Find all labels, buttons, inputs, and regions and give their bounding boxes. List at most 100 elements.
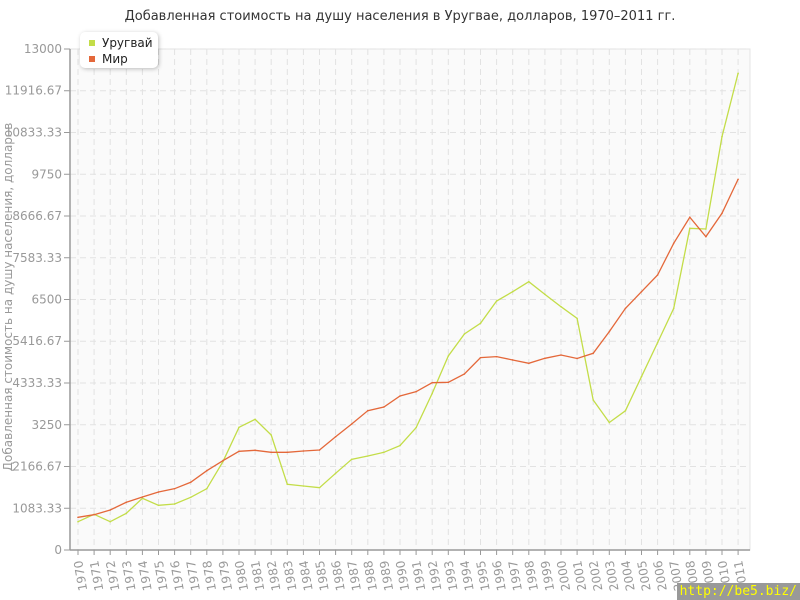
y-tick-label: 10833.33 bbox=[5, 126, 62, 140]
x-tick-label: 1980 bbox=[232, 559, 251, 592]
data-point bbox=[431, 381, 434, 384]
data-point bbox=[447, 355, 450, 357]
x-tick-label: 2003 bbox=[602, 559, 621, 592]
x-tick-label: 1981 bbox=[248, 559, 267, 592]
y-tick-label: 4333.33 bbox=[12, 376, 62, 390]
data-point bbox=[206, 469, 208, 472]
x-tick-label: 1996 bbox=[490, 559, 509, 592]
data-point bbox=[560, 305, 562, 308]
data-point bbox=[463, 333, 466, 335]
data-point bbox=[399, 395, 401, 397]
y-tick-label: 8666.67 bbox=[12, 209, 62, 223]
data-point bbox=[608, 421, 611, 424]
x-tick-label: 1997 bbox=[506, 559, 525, 592]
x-tick-label: 2000 bbox=[554, 559, 573, 592]
x-tick-label: 1989 bbox=[377, 559, 396, 592]
data-point bbox=[302, 450, 305, 452]
y-tick-label: 0 bbox=[54, 543, 62, 557]
data-point bbox=[640, 375, 643, 378]
data-point bbox=[206, 487, 208, 490]
data-point bbox=[560, 354, 562, 356]
x-tick-label: 1973 bbox=[119, 559, 138, 592]
data-point bbox=[189, 496, 192, 499]
data-point bbox=[431, 392, 434, 395]
x-tick-label: 1970 bbox=[71, 559, 90, 592]
y-tick-label: 13000 bbox=[24, 42, 62, 56]
data-point bbox=[350, 458, 353, 461]
data-point bbox=[415, 426, 417, 429]
data-point bbox=[141, 497, 144, 500]
watermark: http://be5.biz/ bbox=[676, 583, 800, 600]
y-tick-label: 6500 bbox=[31, 293, 62, 307]
legend-swatch bbox=[89, 40, 95, 46]
data-point bbox=[173, 487, 176, 490]
data-point bbox=[77, 516, 79, 519]
data-point bbox=[624, 307, 627, 310]
data-point bbox=[528, 362, 530, 365]
x-tick-label: 1984 bbox=[297, 559, 316, 592]
data-point bbox=[447, 381, 450, 384]
data-point bbox=[318, 449, 321, 451]
data-point bbox=[383, 451, 385, 454]
data-point bbox=[737, 72, 739, 75]
data-point bbox=[721, 212, 723, 215]
data-point bbox=[270, 434, 273, 436]
data-point bbox=[737, 178, 739, 181]
x-tick-label: 1988 bbox=[361, 559, 380, 592]
x-tick-label: 1982 bbox=[264, 559, 283, 592]
data-point bbox=[238, 450, 240, 453]
data-point bbox=[141, 496, 144, 498]
legend-item-uruguay[interactable]: Уругвай bbox=[89, 36, 153, 50]
y-tick-label: 5416.67 bbox=[12, 334, 62, 348]
legend-swatch bbox=[89, 56, 95, 62]
x-tick-label: 1974 bbox=[136, 559, 155, 592]
chart-title: Добавленная стоимость на душу населения … bbox=[124, 9, 676, 24]
data-point bbox=[576, 317, 578, 320]
data-point bbox=[592, 352, 594, 355]
y-tick-label: 3250 bbox=[31, 418, 62, 432]
data-point bbox=[189, 481, 192, 484]
data-point bbox=[415, 390, 417, 393]
data-point bbox=[286, 483, 289, 486]
x-tick-label: 1999 bbox=[538, 559, 557, 592]
legend-label: Уругвай bbox=[102, 36, 153, 50]
legend: Уругвай Мир bbox=[80, 32, 158, 68]
data-point bbox=[367, 455, 369, 457]
data-point bbox=[222, 459, 224, 462]
data-point bbox=[125, 512, 128, 515]
data-point bbox=[705, 228, 707, 230]
data-point bbox=[157, 491, 160, 493]
data-point bbox=[656, 341, 659, 344]
x-tick-label: 1976 bbox=[168, 559, 187, 592]
data-point bbox=[689, 216, 691, 219]
x-tick-label: 1993 bbox=[441, 559, 460, 592]
x-tick-label: 1994 bbox=[458, 559, 477, 592]
data-point bbox=[479, 356, 482, 359]
legend-label: Мир bbox=[102, 52, 128, 66]
legend-item-world[interactable]: Мир bbox=[89, 52, 128, 66]
y-tick-label: 11916.67 bbox=[5, 84, 62, 98]
x-tick-label: 1990 bbox=[393, 559, 412, 592]
series-line-uruguay bbox=[77, 73, 739, 523]
data-point bbox=[254, 418, 256, 421]
x-tick-label: 2001 bbox=[570, 559, 589, 592]
x-tick-label: 1978 bbox=[200, 559, 219, 592]
y-tick-label: 9750 bbox=[31, 167, 62, 181]
data-point bbox=[383, 406, 385, 408]
data-point bbox=[511, 359, 514, 361]
data-point bbox=[350, 423, 353, 425]
series-line-world bbox=[77, 178, 739, 518]
data-point bbox=[334, 435, 337, 438]
data-point bbox=[544, 293, 546, 296]
x-tick-label: 1971 bbox=[87, 559, 106, 592]
data-point bbox=[672, 307, 675, 310]
data-point bbox=[125, 501, 128, 504]
data-point bbox=[173, 503, 176, 505]
data-point bbox=[463, 373, 466, 375]
data-point bbox=[721, 135, 723, 138]
data-point bbox=[254, 449, 256, 452]
data-point bbox=[528, 280, 530, 283]
y-tick-label: 7583.33 bbox=[12, 251, 62, 265]
y-tick-label: 1083.33 bbox=[12, 501, 62, 515]
